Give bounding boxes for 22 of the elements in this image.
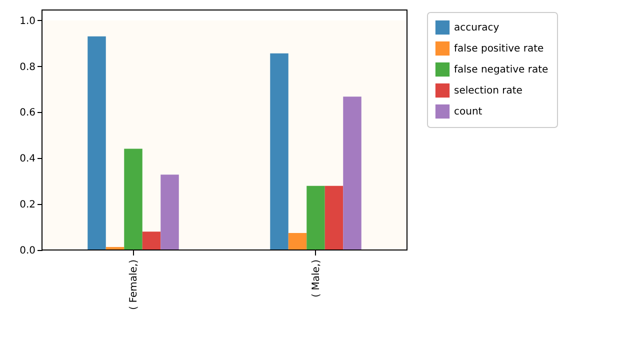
bar — [142, 232, 161, 250]
x-tick-label: ( Male,) — [310, 259, 322, 298]
y-tick-label: 0.2 — [20, 200, 36, 211]
y-tick-label: 0.8 — [20, 62, 36, 73]
y-tick-label: 0.4 — [20, 154, 36, 165]
bar — [160, 174, 179, 250]
legend-label: false negative rate — [454, 64, 548, 76]
x-tick-label: ( Female,) — [128, 259, 140, 310]
bar — [324, 186, 344, 250]
legend-label: accuracy — [454, 22, 500, 34]
y-tick-label: 0.6 — [20, 108, 36, 119]
bar — [88, 36, 106, 250]
bar — [343, 96, 362, 250]
bar — [288, 233, 307, 250]
bar — [124, 148, 142, 250]
y-tick-label: 0.0 — [20, 246, 36, 256]
bar — [306, 186, 325, 250]
legend-label: count — [454, 106, 482, 118]
legend-label: selection rate — [454, 86, 522, 96]
y-tick-label: 1.0 — [20, 16, 36, 27]
bar — [270, 53, 288, 250]
legend-label: false positive rate — [454, 44, 544, 54]
